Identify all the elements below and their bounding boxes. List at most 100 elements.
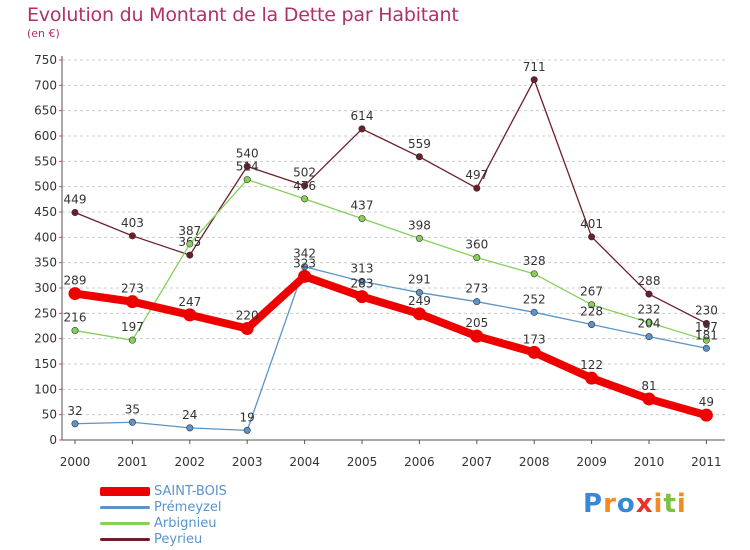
y-tick-label: 0 xyxy=(49,433,57,447)
data-label: 267 xyxy=(580,285,603,299)
data-label: 559 xyxy=(408,137,431,151)
data-point xyxy=(699,408,713,422)
data-label: 32 xyxy=(67,404,82,418)
data-label: 342 xyxy=(293,247,316,261)
legend-label: Arbignieu xyxy=(154,516,217,531)
data-label: 328 xyxy=(523,254,546,268)
data-label: 216 xyxy=(64,311,87,325)
data-point xyxy=(358,277,366,285)
x-tick-label: 2011 xyxy=(691,455,722,469)
logo-letter: i xyxy=(676,489,687,519)
data-point xyxy=(128,336,136,344)
data-label: 403 xyxy=(121,216,144,230)
data-point xyxy=(588,320,596,328)
data-label: 273 xyxy=(121,282,144,296)
x-tick-label: 2010 xyxy=(634,455,665,469)
data-label: 398 xyxy=(408,218,431,232)
x-tick-label: 2004 xyxy=(289,455,320,469)
data-point xyxy=(415,153,423,161)
data-point xyxy=(585,371,599,385)
data-point xyxy=(243,162,251,170)
data-label: 502 xyxy=(293,166,316,180)
data-point xyxy=(588,233,596,241)
data-label: 283 xyxy=(351,277,374,291)
data-label: 252 xyxy=(523,292,546,306)
data-point xyxy=(642,392,656,406)
data-label: 540 xyxy=(236,146,259,160)
data-label: 204 xyxy=(638,317,661,331)
logo-letter: i xyxy=(653,489,664,519)
data-label: 387 xyxy=(178,224,201,238)
data-label: 232 xyxy=(638,302,661,316)
logo-letter: r xyxy=(603,489,617,519)
data-label: 19 xyxy=(240,410,255,424)
y-tick-label: 250 xyxy=(34,306,57,320)
y-tick-label: 650 xyxy=(34,104,57,118)
data-label: 614 xyxy=(351,109,374,123)
series-line-arbignieu xyxy=(74,178,708,341)
data-label: 220 xyxy=(236,309,259,323)
data-label: 247 xyxy=(178,295,201,309)
data-point xyxy=(645,290,653,298)
data-label: 323 xyxy=(293,256,316,270)
x-tick-label: 2002 xyxy=(175,455,206,469)
x-tick-label: 2000 xyxy=(60,455,91,469)
data-point xyxy=(298,269,312,283)
y-tick-label: 500 xyxy=(34,180,57,194)
series-line-peyrieu xyxy=(74,79,708,325)
data-label: 173 xyxy=(523,332,546,346)
data-label: 401 xyxy=(580,217,603,231)
data-point xyxy=(702,344,710,352)
data-point xyxy=(128,232,136,240)
legend-swatch xyxy=(100,506,150,509)
y-tick-label: 300 xyxy=(34,281,57,295)
x-tick-label: 2008 xyxy=(519,455,550,469)
data-point xyxy=(412,307,426,321)
data-label: 497 xyxy=(465,168,488,182)
y-tick-label: 150 xyxy=(34,357,57,371)
y-tick-label: 700 xyxy=(34,78,57,92)
y-tick-label: 350 xyxy=(34,256,57,270)
data-point xyxy=(588,301,596,309)
data-point xyxy=(240,322,254,336)
data-point xyxy=(301,195,309,203)
data-point xyxy=(530,308,538,316)
y-tick-label: 450 xyxy=(34,205,57,219)
data-point xyxy=(243,176,251,184)
proxiti-logo: Proxiti xyxy=(583,489,687,519)
data-label: 711 xyxy=(523,60,546,74)
y-tick-label: 200 xyxy=(34,332,57,346)
data-point xyxy=(186,251,194,259)
x-tick-label: 2005 xyxy=(347,455,378,469)
legend-swatch xyxy=(100,538,150,541)
data-label: 249 xyxy=(408,294,431,308)
y-tick-label: 400 xyxy=(34,230,57,244)
data-point xyxy=(186,240,194,248)
data-label: 437 xyxy=(351,199,374,213)
y-tick-label: 750 xyxy=(34,53,57,67)
data-point xyxy=(355,290,369,304)
legend-label: Prémeyzel xyxy=(154,500,222,515)
x-tick-label: 2006 xyxy=(404,455,435,469)
legend-label: SAINT-BOIS xyxy=(154,484,227,499)
data-label: 273 xyxy=(465,282,488,296)
data-point xyxy=(128,418,136,426)
data-point xyxy=(530,76,538,84)
logo-letter: x xyxy=(635,489,654,519)
data-point xyxy=(301,182,309,190)
x-tick-label: 2001 xyxy=(117,455,148,469)
data-label: 449 xyxy=(64,193,87,207)
data-label: 230 xyxy=(695,303,718,317)
logo-letter: o xyxy=(616,489,636,519)
chart-subtitle: (en €) xyxy=(27,27,60,40)
data-label: 291 xyxy=(408,273,431,287)
data-point xyxy=(530,270,538,278)
y-tick-label: 600 xyxy=(34,129,57,143)
data-point xyxy=(358,215,366,223)
data-point xyxy=(71,327,79,335)
data-label: 35 xyxy=(125,402,140,416)
data-point xyxy=(473,254,481,262)
data-label: 205 xyxy=(465,316,488,330)
data-label: 122 xyxy=(580,358,603,372)
